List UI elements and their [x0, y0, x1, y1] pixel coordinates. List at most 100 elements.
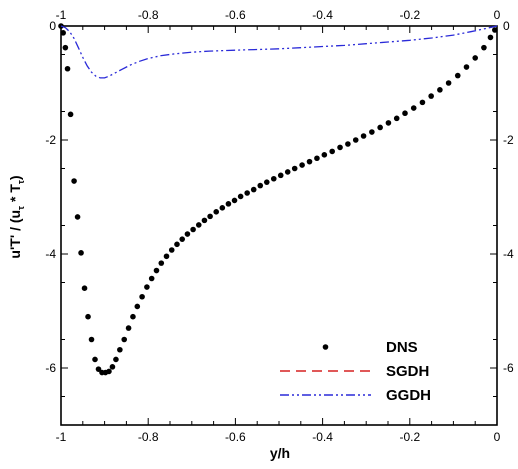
x-tick-label-bottom: -0.6	[225, 430, 246, 444]
data-point	[158, 260, 165, 266]
data-point	[360, 133, 367, 139]
data-point	[134, 303, 141, 310]
data-point	[153, 267, 160, 274]
y-axis-label-end: )	[7, 175, 23, 180]
y-tick-label-left: -2	[45, 133, 56, 147]
data-point	[445, 80, 452, 86]
data-point	[454, 72, 461, 79]
data-point	[337, 144, 343, 151]
data-point	[492, 27, 498, 33]
legend-marker-dns	[322, 344, 329, 350]
data-point	[410, 105, 417, 111]
x-tick-label-bottom: -0.2	[399, 430, 420, 444]
data-point	[257, 182, 264, 189]
legend: DNS SGDH GGDH	[280, 339, 431, 404]
y-axis-label-sub1: τ	[16, 206, 26, 210]
x-tick-label-bottom: -0.8	[138, 430, 159, 444]
y-tick-label-right: -2	[503, 133, 514, 147]
data-point	[179, 236, 186, 242]
data-point	[345, 141, 351, 147]
data-point	[144, 284, 150, 290]
data-point	[263, 179, 270, 185]
y-axis-label-mid: * T	[7, 184, 23, 206]
data-point	[393, 115, 400, 122]
x-tick-label-top: -0.4	[312, 8, 333, 22]
legend-label-dns: DNS	[386, 339, 418, 356]
y-tick-label-right: -6	[503, 361, 514, 375]
y-tick-label-right: 0	[503, 19, 510, 33]
data-point	[88, 336, 95, 343]
y-tick-label-left: 0	[49, 19, 56, 33]
x-tick-label-top: -0.8	[138, 8, 159, 22]
data-point	[148, 275, 155, 282]
data-point	[81, 285, 88, 292]
data-point	[352, 137, 359, 143]
data-point	[195, 222, 202, 228]
data-point	[472, 55, 479, 61]
data-point	[329, 148, 335, 155]
plot-area	[60, 25, 498, 426]
data-point	[250, 186, 257, 193]
data-point	[284, 169, 291, 175]
x-tick-label-top: -1	[56, 8, 67, 22]
data-point	[174, 241, 180, 248]
y-axis-label-main: u'T' / (u	[7, 210, 23, 259]
data-point	[277, 172, 284, 179]
y-axis-label: u'T' / (uτ * Tτ)	[7, 175, 26, 258]
data-point	[402, 110, 408, 117]
legend-label-ggdh: GGDH	[386, 387, 431, 404]
data-point	[95, 366, 102, 372]
x-tick-label-bottom: 0	[494, 430, 501, 444]
y-tick-label-right: -4	[503, 247, 514, 261]
y-axis-label-sub2: τ	[16, 180, 26, 184]
x-tick-label-top: -0.6	[225, 8, 246, 22]
data-point	[117, 346, 123, 353]
data-point	[237, 193, 244, 200]
data-point	[291, 165, 298, 172]
x-axis-label: y/h	[270, 445, 290, 461]
data-point	[190, 226, 196, 233]
data-point	[113, 356, 119, 363]
data-point	[314, 155, 320, 162]
data-point	[85, 313, 91, 320]
data-point	[92, 356, 98, 363]
data-point	[74, 214, 81, 220]
x-tick-label-top: 0	[494, 8, 501, 22]
data-point	[125, 325, 132, 331]
data-point	[139, 293, 145, 300]
data-point	[184, 231, 191, 237]
data-point	[369, 129, 375, 135]
data-point	[67, 111, 74, 118]
data-point	[71, 178, 77, 184]
data-point	[463, 64, 470, 70]
data-point	[60, 30, 66, 36]
data-point	[225, 201, 232, 207]
data-point	[163, 253, 170, 260]
data-point	[231, 197, 238, 204]
data-point	[299, 162, 305, 168]
data-point	[106, 368, 112, 375]
series-layer	[58, 23, 498, 376]
x-tick-label-top: -0.2	[399, 8, 420, 22]
plot-frame	[60, 25, 498, 426]
data-point	[487, 34, 494, 41]
series-line-ggdh	[60, 25, 498, 79]
data-point	[62, 44, 69, 51]
x-tick-label-bottom: -0.4	[312, 430, 333, 444]
data-point	[437, 87, 443, 93]
data-point	[109, 364, 116, 370]
data-point	[64, 65, 71, 72]
data-point	[201, 217, 208, 224]
data-point	[428, 93, 434, 99]
x-tick-label-bottom: -1	[56, 430, 67, 444]
legend-label-sgdh: SGDH	[386, 363, 429, 380]
data-point	[130, 313, 136, 320]
data-point	[168, 247, 175, 253]
data-point	[481, 44, 487, 51]
data-point	[321, 152, 328, 158]
data-point	[219, 205, 226, 211]
data-point	[244, 190, 250, 196]
